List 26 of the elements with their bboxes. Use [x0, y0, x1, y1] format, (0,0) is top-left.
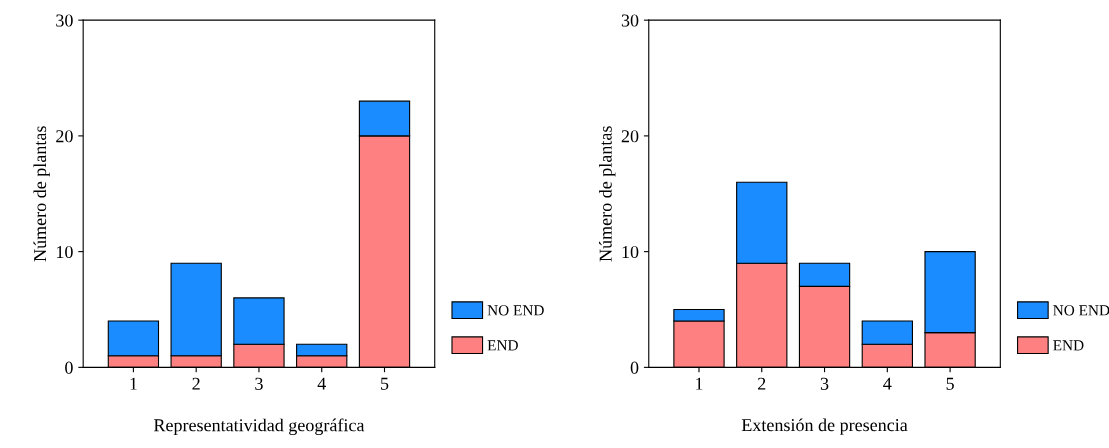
y-axis-title: Número de plantas	[599, 126, 616, 262]
y-tick-label: 10	[622, 245, 639, 259]
legend-label: NO END	[487, 305, 544, 316]
x-tick-label: 1	[130, 377, 137, 390]
x-tick-label: 2	[758, 377, 766, 390]
y-tick-label: 0	[630, 361, 639, 374]
y-tick-label: 30	[621, 14, 639, 27]
legend-label: NO END	[1053, 305, 1109, 316]
x-tick-label: 2	[192, 377, 200, 390]
y-tick-label: 30	[56, 14, 73, 27]
x-axis-title: Representatividad geográfica	[153, 418, 365, 436]
y-tick-label: 20	[621, 130, 639, 143]
x-tick-label: 5	[946, 377, 954, 390]
x-tick-label: 1	[696, 377, 703, 390]
x-tick-label: 3	[255, 377, 263, 390]
x-tick-label: 3	[820, 377, 829, 390]
legend-label: END	[1053, 340, 1084, 351]
y-axis-title: Número de plantas	[33, 126, 50, 262]
x-axis-title: Extensión de presencia	[741, 418, 908, 435]
legend-label: END	[487, 340, 518, 351]
y-tick-label: 0	[65, 361, 73, 374]
y-tick-label: 20	[56, 130, 73, 143]
y-tick-label: 10	[56, 245, 73, 259]
x-tick-label: 5	[381, 377, 389, 390]
x-tick-label: 4	[883, 377, 892, 390]
x-tick-label: 4	[317, 377, 326, 390]
